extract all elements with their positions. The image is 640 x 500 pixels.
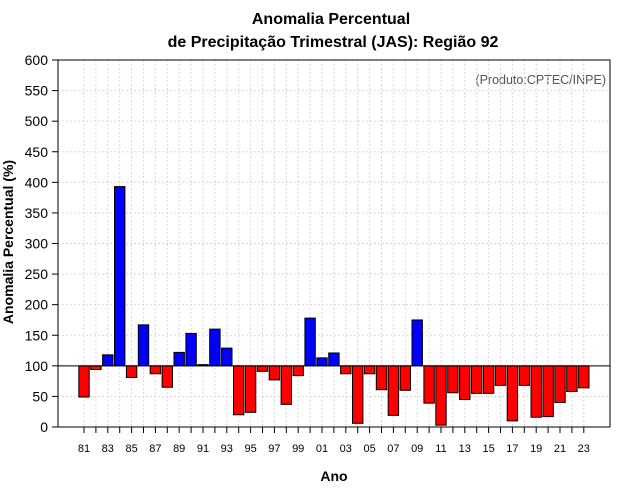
x-tick-label: 05 xyxy=(363,443,375,455)
bar-18 xyxy=(518,365,530,386)
x-tick-label: 89 xyxy=(173,443,185,455)
y-tick-label: 100 xyxy=(25,358,49,374)
bar-86 xyxy=(137,324,150,367)
bar-94 xyxy=(233,365,245,416)
x-tick-label: 19 xyxy=(530,443,542,455)
x-tick-label: 91 xyxy=(197,443,209,455)
x-tick-label: 95 xyxy=(244,443,256,455)
y-tick-label: 250 xyxy=(25,266,49,282)
y-tick-label: 500 xyxy=(25,113,49,129)
x-tick-label: 87 xyxy=(149,443,161,455)
bar-97 xyxy=(268,365,281,381)
x-tick-label: 85 xyxy=(125,443,137,455)
bar-23 xyxy=(578,365,590,389)
bar-87 xyxy=(149,365,162,375)
y-axis-label: Anomalia Percentual (%) xyxy=(0,160,16,324)
x-tick-label: 01 xyxy=(316,443,328,455)
bar-16 xyxy=(494,365,507,386)
x-tick-label: 83 xyxy=(102,443,114,455)
x-tick-label: 07 xyxy=(387,443,399,455)
bar-96 xyxy=(256,365,269,372)
bar-14 xyxy=(471,365,483,394)
y-tick-label: 550 xyxy=(25,83,49,99)
x-tick-label: 81 xyxy=(78,443,90,455)
bar-06 xyxy=(375,365,388,391)
x-axis-label: Ano xyxy=(320,468,347,484)
bar-21 xyxy=(554,365,566,404)
bar-83 xyxy=(102,354,114,367)
bar-98 xyxy=(280,365,293,405)
bar-08 xyxy=(399,365,412,391)
y-tick-label: 300 xyxy=(25,236,49,252)
bar-03 xyxy=(340,365,352,375)
y-tick-label: 0 xyxy=(40,419,48,435)
bar-01 xyxy=(316,357,328,367)
x-tick-label: 11 xyxy=(435,443,446,455)
bar-88 xyxy=(161,365,174,388)
y-tick-label: 600 xyxy=(25,52,49,68)
y-tick-label: 350 xyxy=(25,205,49,221)
y-tick-label: 50 xyxy=(32,388,48,404)
plot-frame xyxy=(57,59,611,428)
x-tick-label: 03 xyxy=(340,443,352,455)
bar-22 xyxy=(566,365,578,393)
x-tick-label: 23 xyxy=(578,443,590,455)
x-tick-label: 15 xyxy=(482,443,494,455)
bar-13 xyxy=(459,365,471,400)
x-tick-label: 09 xyxy=(411,443,423,455)
bar-92 xyxy=(209,328,221,367)
x-tick-label: 97 xyxy=(268,443,280,455)
bars xyxy=(78,186,590,426)
bar-17 xyxy=(506,365,519,422)
bar-04 xyxy=(352,365,364,424)
bar-07 xyxy=(387,365,400,416)
product-credit: (Produto:CPTEC/INPE) xyxy=(475,73,606,87)
bar-93 xyxy=(221,347,233,367)
x-tick-label: 99 xyxy=(292,443,304,455)
bar-00 xyxy=(304,317,316,367)
bar-05 xyxy=(363,365,376,375)
chart-title-line-1: Anomalia Percentual xyxy=(252,11,410,28)
y-tick-label: 200 xyxy=(25,297,49,313)
y-tick-label: 150 xyxy=(25,327,49,343)
x-tick-label: 93 xyxy=(221,443,233,455)
x-tick-label: 17 xyxy=(506,443,518,455)
bar-81 xyxy=(78,365,90,398)
y-tick-label: 400 xyxy=(25,174,49,190)
bar-12 xyxy=(447,365,459,394)
bar-89 xyxy=(173,351,185,367)
bar-95 xyxy=(244,365,257,413)
bar-10 xyxy=(423,365,435,404)
bar-19 xyxy=(530,365,542,418)
bar-15 xyxy=(482,365,495,394)
bar-90 xyxy=(185,332,197,367)
bar-82 xyxy=(90,365,102,371)
bar-84 xyxy=(114,186,126,367)
x-tick-label: 13 xyxy=(459,443,471,455)
y-tick-label: 450 xyxy=(25,144,49,160)
bar-11 xyxy=(435,365,447,426)
x-tick-label: 21 xyxy=(554,443,566,455)
bar-02 xyxy=(328,352,340,367)
bar-99 xyxy=(292,365,304,377)
chart-title-line-2: de Precipitação Trimestral (JAS): Região… xyxy=(168,34,499,51)
bar-85 xyxy=(125,365,138,378)
bar-09 xyxy=(411,319,423,367)
bar-20 xyxy=(542,365,554,418)
